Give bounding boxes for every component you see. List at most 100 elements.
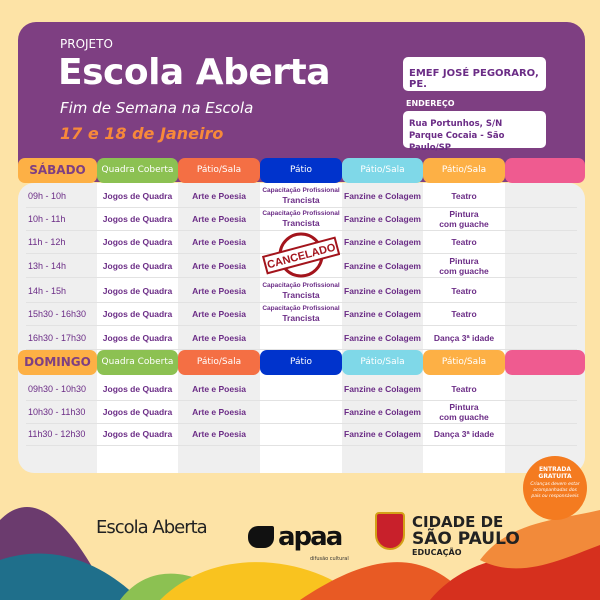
activity-label: Jogos de Quadra [102, 383, 173, 394]
row-divider [26, 325, 577, 326]
page-title: Escola Aberta [58, 52, 331, 93]
activity-label: Fanzine e Colagem [344, 428, 421, 439]
activity-label: Arte e Poesia [192, 236, 246, 247]
address-line: Parque Cocaia - São Paulo/SP [409, 131, 505, 153]
badge-note: Crianças devem estar acompanhadas dos pa… [530, 482, 580, 499]
schedule-cell: Fanzine e Colagem [342, 255, 423, 277]
activity-label: Dança 3ª idade [433, 428, 495, 439]
time-slot: 09h - 10h [28, 190, 67, 201]
schedule-cell: Jogos de Quadra [97, 327, 178, 349]
schedule-cell: Arte e Poesia [178, 208, 260, 230]
activity-label: Pintura [449, 208, 479, 219]
schedule-cell [505, 378, 585, 400]
row-divider [26, 207, 577, 208]
activity-label: Jogos de Quadra [102, 285, 173, 296]
schedule-cell: Jogos de Quadra [97, 378, 178, 400]
apaa-logo: apaa difusão cultural [248, 522, 349, 562]
activity-label: Fanzine e Colagem [344, 190, 421, 201]
day-header: SÁBADO [18, 158, 97, 183]
schedule-cell: Teatro [423, 280, 505, 302]
activity-label: Teatro [451, 383, 477, 394]
activity-label: Pintura [449, 401, 479, 412]
activity-label: Fanzine e Colagem [344, 332, 421, 343]
schedule-cell [260, 327, 342, 349]
activity-label: Fanzine e Colagem [344, 236, 421, 247]
day-header: DOMINGO [18, 350, 97, 375]
schedule-cell: Jogos de Quadra [97, 208, 178, 230]
schedule-cell: Jogos de Quadra [97, 231, 178, 253]
schedule-cell: Pintura com guache [423, 255, 505, 277]
time-slot: 10h30 - 11h30 [28, 406, 86, 417]
schedule-cell: Capacitação Profissional Trancista [260, 185, 342, 207]
schedule-cell: Arte e Poesia [178, 378, 260, 400]
activity-label: Jogos de Quadra [102, 260, 173, 271]
activity-label: Arte e Poesia [192, 213, 246, 224]
activity-label: Jogos de Quadra [102, 406, 173, 417]
sao-paulo-coat-of-arms [375, 512, 405, 550]
time-slot: 13h - 14h [28, 260, 67, 271]
row-divider [26, 349, 577, 350]
schedule-cell: Fanzine e Colagem [342, 378, 423, 400]
activity-label: Arte e Poesia [192, 383, 246, 394]
schedule-cell: Arte e Poesia [178, 231, 260, 253]
schedule-cell: Jogos de Quadra [97, 423, 178, 445]
activity-label: Teatro [451, 190, 477, 201]
activity-label: Arte e Poesia [192, 190, 246, 201]
activity-label: Trancista [282, 217, 320, 228]
time-slot: 11h - 12h [28, 236, 66, 247]
activity-label: Jogos de Quadra [102, 213, 173, 224]
schedule-cell [505, 185, 585, 207]
schedule-cell [505, 401, 585, 423]
schedule-cell: Fanzine e Colagem [342, 327, 423, 349]
schedule-cell: Capacitação Profissional Trancista [260, 208, 342, 230]
schedule-cell [505, 303, 585, 325]
activity-label: com guache [439, 412, 489, 422]
schedule-cell: Arte e Poesia [178, 255, 260, 277]
column-background [423, 183, 505, 473]
column-background [260, 183, 342, 473]
activity-label: Arte e Poesia [192, 285, 246, 296]
activity-label: Dança 3ª idade [433, 332, 495, 343]
schedule-cell: Teatro [423, 303, 505, 325]
schedule-cell [505, 208, 585, 230]
schedule-cell [260, 378, 342, 400]
activity-label: Arte e Poesia [192, 308, 246, 319]
header-panel [18, 22, 585, 182]
activity-label: Capacitação Profissional [262, 209, 340, 217]
column-header: Pátio/Sala [342, 158, 423, 183]
schedule-cell: Pintura com guache [423, 208, 505, 230]
activity-label: Jogos de Quadra [102, 236, 173, 247]
activity-label: Arte e Poesia [192, 428, 246, 439]
schedule-cell: Arte e Poesia [178, 185, 260, 207]
time-slot: 11h30 - 12h30 [28, 428, 86, 439]
schedule-cell: Jogos de Quadra [97, 255, 178, 277]
column-header: Pátio/Sala [423, 350, 505, 375]
activity-label: Jogos de Quadra [102, 308, 173, 319]
schedule-cell: Arte e Poesia [178, 303, 260, 325]
schedule-cell: Teatro [423, 185, 505, 207]
column-header: Pátio [260, 350, 342, 375]
schedule-cell: Fanzine e Colagem [342, 401, 423, 423]
activity-label: Arte e Poesia [192, 260, 246, 271]
column-header: Pátio/Sala [178, 350, 260, 375]
column-header: Pátio/Sala [423, 158, 505, 183]
schedule-cell: Dança 3ª idade [423, 327, 505, 349]
activity-label: Capacitação Profissional [262, 186, 340, 194]
schedule-cell: Fanzine e Colagem [342, 280, 423, 302]
column-header: Quadra Coberta [97, 158, 178, 183]
row-divider [26, 423, 577, 424]
schedule-cell: Fanzine e Colagem [342, 423, 423, 445]
activity-label: com guache [439, 266, 489, 276]
schedule-cell: Arte e Poesia [178, 401, 260, 423]
schedule-cell: Jogos de Quadra [97, 280, 178, 302]
activity-label: Arte e Poesia [192, 332, 246, 343]
project-label: PROJETO [60, 37, 113, 51]
activity-label: Fanzine e Colagem [344, 260, 421, 271]
column-background [97, 183, 178, 473]
schedule-cell: Fanzine e Colagem [342, 303, 423, 325]
schedule-cell: Jogos de Quadra [97, 303, 178, 325]
column-header: Pátio/Sala [342, 350, 423, 375]
row-divider [26, 277, 577, 278]
row-divider [26, 445, 577, 446]
